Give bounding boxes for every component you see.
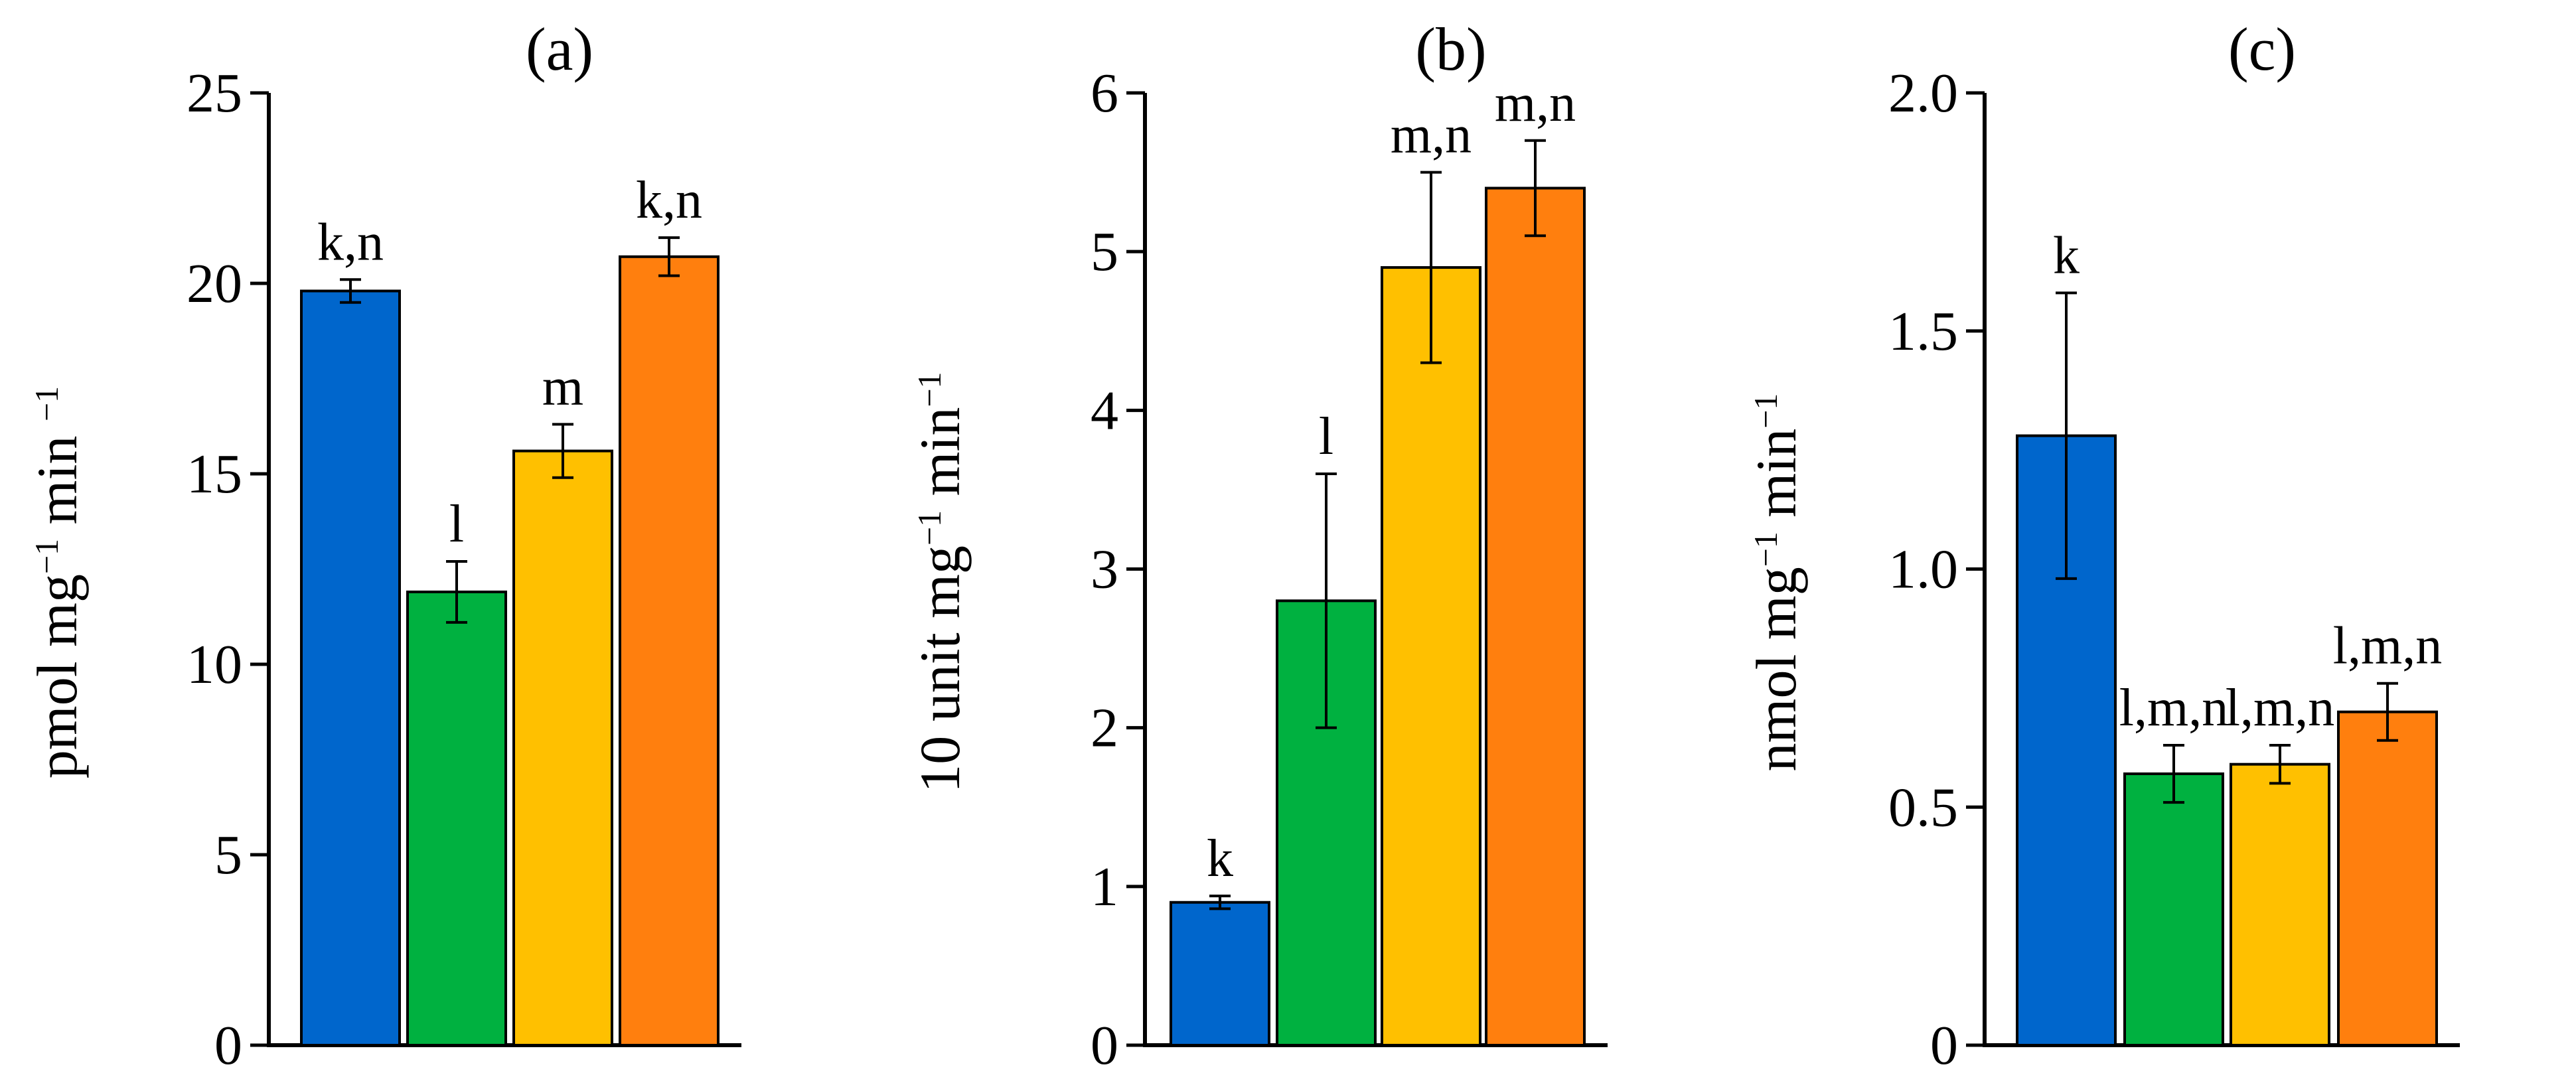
y-tick-label: 0.5 [1888, 776, 1958, 838]
y-tick-label: 1.0 [1888, 539, 1958, 601]
significance-label: l [1319, 407, 1333, 466]
y-axis-label-superscript: −1 [1747, 394, 1784, 429]
y-axis-label-part: min [908, 407, 972, 510]
bar [406, 590, 507, 1047]
panel-title: (a) [526, 15, 593, 83]
panel-title: (c) [2228, 15, 2296, 83]
significance-label: l,m,n [2119, 679, 2228, 737]
y-tick-label: 5 [214, 824, 242, 886]
y-axis-label-part: min [25, 421, 89, 539]
significance-label: k [2053, 226, 2080, 285]
y-axis-label-superscript: −1 [911, 372, 948, 407]
bar [2123, 772, 2224, 1047]
significance-label: m [542, 358, 583, 416]
y-tick-label: 4 [1091, 380, 1118, 441]
significance-label: k [1207, 830, 1233, 888]
y-axis-label-part: min [1744, 429, 1808, 532]
panel-title: (b) [1415, 15, 1486, 83]
y-axis-label: 10 unit mg−1 min−1 [908, 372, 972, 792]
significance-label: l,m,n [2333, 617, 2442, 676]
y-axis-label-part: pmol mg [25, 574, 89, 778]
y-axis-label-superscript: −1 [1747, 532, 1784, 567]
y-axis-label-superscript: −1 [28, 539, 65, 574]
bar [2230, 762, 2330, 1047]
bar [2337, 710, 2438, 1047]
y-axis-label: nmol mg−1 min−1 [1744, 394, 1808, 772]
significance-label: m,n [1391, 106, 1472, 165]
y-tick-label: 15 [187, 443, 242, 505]
y-axis-label-superscript: −1 [28, 386, 65, 421]
y-tick-label: 1.5 [1888, 301, 1958, 362]
y-tick-label: 0 [214, 1015, 242, 1076]
y-tick-label: 0 [1930, 1015, 1958, 1076]
significance-label: m,n [1495, 74, 1576, 133]
bar [619, 255, 720, 1047]
significance-label: l,m,n [2226, 679, 2334, 737]
y-tick-label: 1 [1091, 856, 1118, 918]
significance-label: k,n [317, 213, 384, 271]
y-tick-label: 3 [1091, 539, 1118, 601]
y-tick-label: 5 [1091, 221, 1118, 283]
y-tick-label: 6 [1091, 62, 1118, 124]
bar [1170, 901, 1270, 1047]
y-tick-label: 2 [1091, 697, 1118, 759]
y-tick-label: 0 [1091, 1015, 1118, 1076]
y-axis-label-part: nmol mg [1744, 567, 1808, 771]
bar [300, 289, 401, 1047]
y-tick-label: 10 [187, 634, 242, 695]
y-tick-label: 25 [187, 62, 242, 124]
y-axis-label-part: 10 unit mg [908, 545, 972, 793]
y-tick-label: 20 [187, 253, 242, 315]
bar [512, 449, 613, 1047]
y-axis-label: pmol mg−1 min −1 [25, 386, 89, 778]
bar [1485, 186, 1586, 1047]
bar [1381, 266, 1481, 1047]
significance-label: k,n [636, 171, 702, 230]
y-axis-label-superscript: −1 [911, 510, 948, 545]
y-tick-label: 2.0 [1888, 62, 1958, 124]
significance-label: l [449, 495, 464, 553]
